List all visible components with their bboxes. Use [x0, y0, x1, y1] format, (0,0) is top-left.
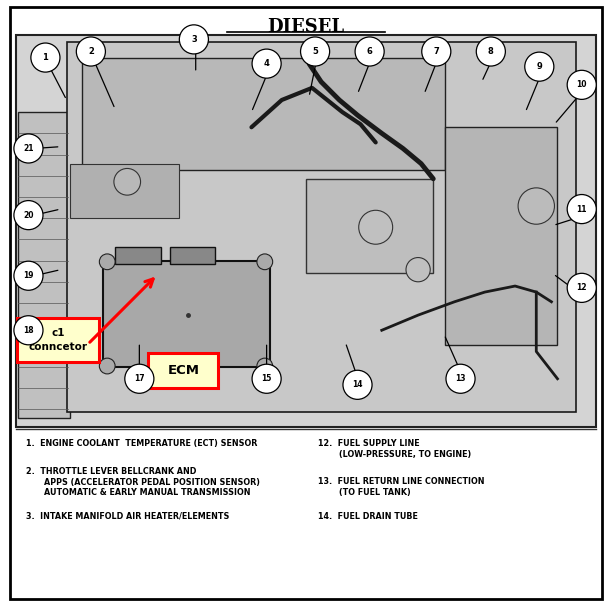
Text: 17: 17 — [134, 375, 144, 383]
Text: 1: 1 — [42, 53, 48, 62]
Text: 6: 6 — [367, 47, 373, 56]
Bar — [115, 247, 160, 264]
Circle shape — [524, 52, 554, 81]
Circle shape — [252, 49, 281, 78]
Text: AUTOMATIC & EARLY MANUAL TRANSMISSION: AUTOMATIC & EARLY MANUAL TRANSMISSION — [44, 488, 251, 497]
Circle shape — [406, 258, 430, 282]
Bar — [17, 35, 595, 427]
Circle shape — [31, 43, 60, 72]
Circle shape — [257, 254, 273, 270]
Bar — [82, 58, 446, 170]
Circle shape — [14, 316, 43, 345]
Text: 21: 21 — [23, 144, 34, 153]
Text: ECM: ECM — [167, 364, 200, 377]
Text: 13.  FUEL RETURN LINE CONNECTION: 13. FUEL RETURN LINE CONNECTION — [318, 478, 485, 486]
Bar — [103, 261, 270, 367]
Text: 18: 18 — [23, 326, 34, 335]
Text: 20: 20 — [23, 211, 34, 219]
Text: 10: 10 — [577, 81, 587, 89]
Bar — [18, 112, 70, 418]
Circle shape — [343, 370, 372, 399]
Circle shape — [359, 210, 393, 244]
Text: 9: 9 — [537, 62, 542, 71]
Text: 11: 11 — [577, 205, 587, 213]
Text: 3.  INTAKE MANIFOLD AIR HEATER/ELEMENTS: 3. INTAKE MANIFOLD AIR HEATER/ELEMENTS — [26, 512, 230, 521]
Circle shape — [99, 358, 115, 374]
Circle shape — [125, 364, 154, 393]
Circle shape — [518, 188, 554, 224]
Text: (TO FUEL TANK): (TO FUEL TANK) — [339, 488, 411, 497]
Text: 2: 2 — [88, 47, 94, 56]
Circle shape — [14, 134, 43, 163]
Text: 12.  FUEL SUPPLY LINE: 12. FUEL SUPPLY LINE — [318, 439, 420, 448]
Circle shape — [567, 195, 596, 224]
Circle shape — [114, 168, 141, 195]
Circle shape — [422, 37, 451, 66]
Text: 14: 14 — [353, 381, 363, 389]
Bar — [170, 247, 215, 264]
Bar — [446, 127, 558, 345]
Circle shape — [76, 37, 105, 66]
Text: 3: 3 — [191, 35, 197, 44]
Circle shape — [99, 254, 115, 270]
Text: 1.  ENGINE COOLANT  TEMPERATURE (ECT) SENSOR: 1. ENGINE COOLANT TEMPERATURE (ECT) SENS… — [26, 439, 258, 448]
Circle shape — [476, 37, 506, 66]
Circle shape — [567, 70, 596, 99]
Text: 19: 19 — [23, 271, 34, 280]
Text: DIESEL: DIESEL — [267, 18, 345, 36]
Text: 14.  FUEL DRAIN TUBE: 14. FUEL DRAIN TUBE — [318, 512, 418, 521]
Text: c1
conncetor: c1 conncetor — [29, 328, 88, 351]
Circle shape — [14, 201, 43, 230]
Circle shape — [446, 364, 475, 393]
Circle shape — [355, 37, 384, 66]
Bar — [306, 179, 433, 273]
Text: 2.  THROTTLE LEVER BELLCRANK AND: 2. THROTTLE LEVER BELLCRANK AND — [26, 467, 196, 476]
Text: 7: 7 — [433, 47, 439, 56]
FancyBboxPatch shape — [17, 318, 99, 362]
Circle shape — [252, 364, 281, 393]
Circle shape — [179, 25, 209, 54]
Text: 15: 15 — [261, 375, 272, 383]
Text: (LOW-PRESSURE, TO ENGINE): (LOW-PRESSURE, TO ENGINE) — [339, 450, 472, 459]
Circle shape — [567, 273, 596, 302]
Text: 8: 8 — [488, 47, 494, 56]
Circle shape — [300, 37, 330, 66]
Text: 12: 12 — [577, 284, 587, 292]
Bar — [70, 164, 179, 218]
Text: 13: 13 — [455, 375, 466, 383]
Text: 4: 4 — [264, 59, 269, 68]
Text: APPS (ACCELERATOR PEDAL POSITION SENSOR): APPS (ACCELERATOR PEDAL POSITION SENSOR) — [44, 478, 260, 487]
FancyBboxPatch shape — [149, 353, 218, 388]
Bar — [67, 42, 576, 412]
Circle shape — [257, 358, 273, 374]
Text: 5: 5 — [312, 47, 318, 56]
Circle shape — [14, 261, 43, 290]
